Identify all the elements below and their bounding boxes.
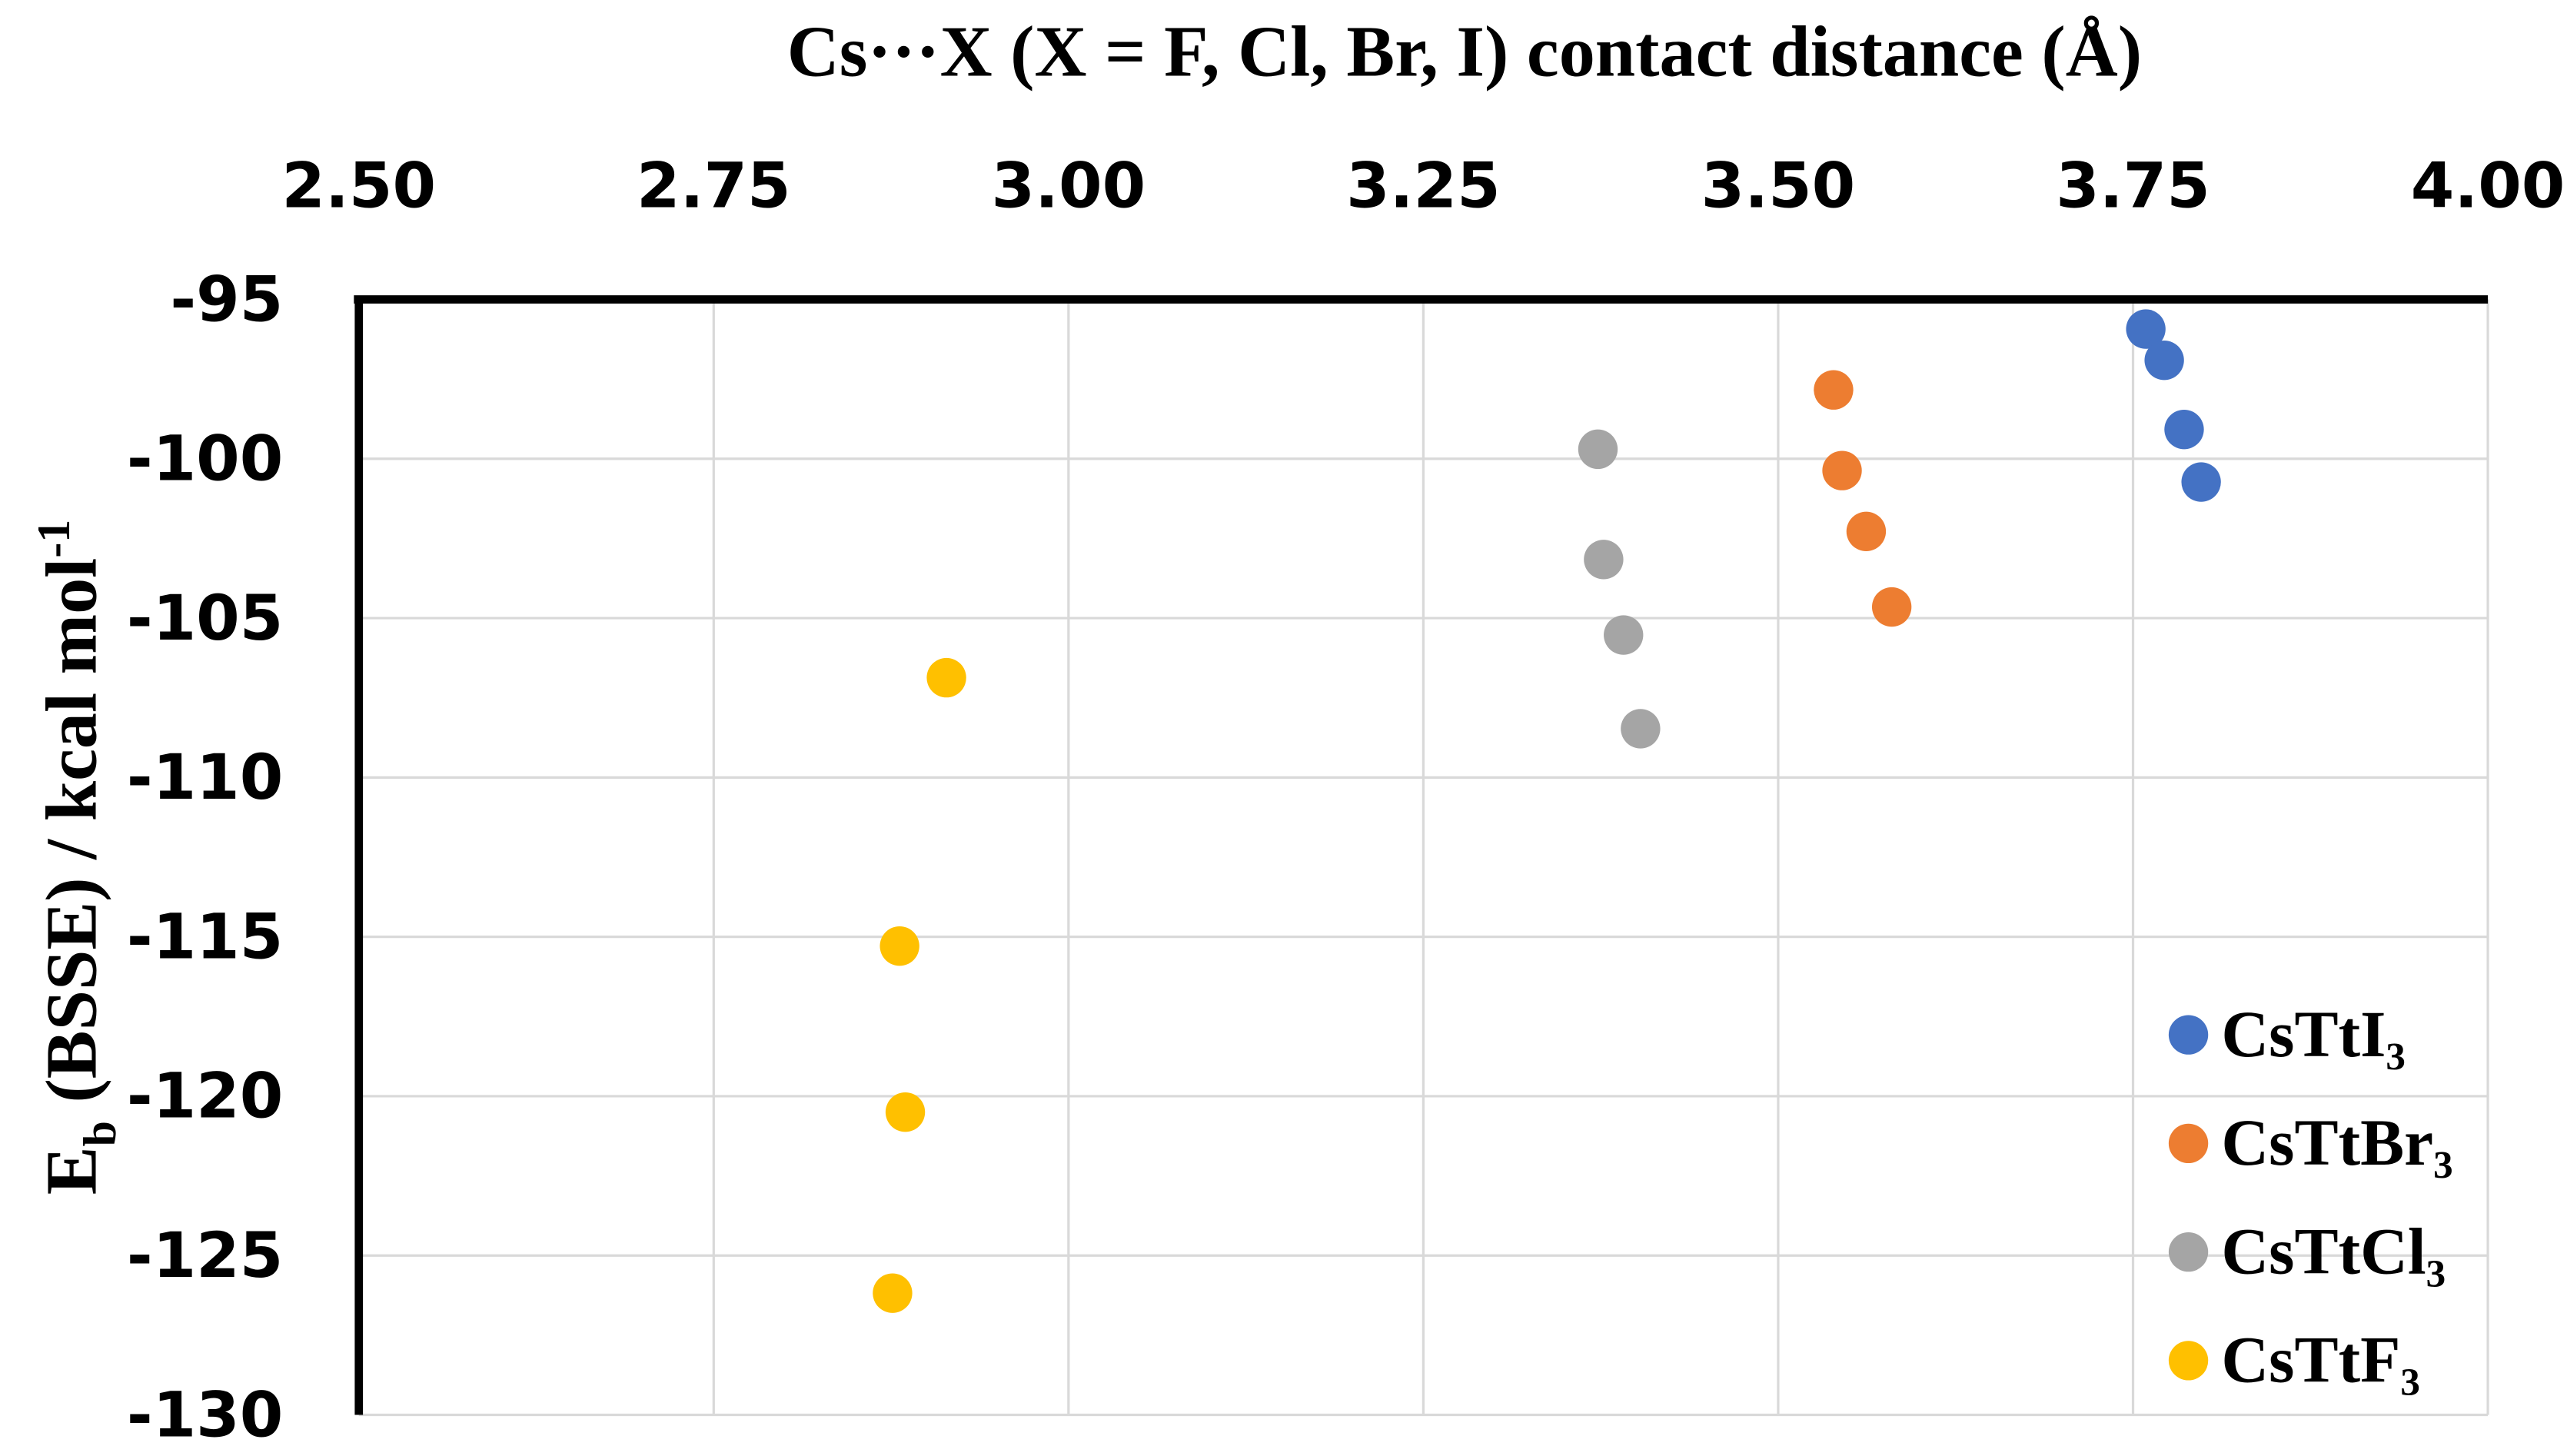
y-axis-label-part: -1 xyxy=(28,520,79,558)
x-tick-label: 3.75 xyxy=(2056,151,2210,223)
legend-marker xyxy=(2168,1015,2209,1055)
point xyxy=(2164,409,2204,450)
x-tick-label: 3.00 xyxy=(992,151,1146,223)
y-axis-label-part: E xyxy=(32,1146,111,1195)
point xyxy=(1846,511,1887,551)
legend-label: CsTtBr₃ xyxy=(2221,1106,2452,1179)
x-tick-label: 2.50 xyxy=(281,151,436,223)
legend-marker xyxy=(2168,1341,2209,1381)
legend-label: CsTtI₃ xyxy=(2221,998,2406,1071)
y-tick-label: -105 xyxy=(127,583,283,655)
point xyxy=(2181,462,2221,502)
y-tick-label: -110 xyxy=(127,742,283,814)
point xyxy=(1814,370,1854,410)
y-tick-label: -125 xyxy=(127,1220,283,1292)
legend-marker xyxy=(2168,1232,2209,1272)
point xyxy=(1584,540,1624,580)
point xyxy=(1822,450,1862,490)
y-tick-label: -95 xyxy=(170,264,283,336)
y-tick-label: -100 xyxy=(127,424,283,496)
point xyxy=(2126,309,2166,349)
y-axis-label: Eb (BSSE) / kcal mol-1 xyxy=(28,520,125,1195)
y-axis-label-part: b xyxy=(75,1121,125,1146)
legend-label: CsTtF₃ xyxy=(2221,1324,2420,1397)
point xyxy=(873,1273,913,1313)
point xyxy=(1871,587,1912,627)
point xyxy=(1621,709,1661,749)
y-tick-label: -120 xyxy=(127,1061,283,1133)
point xyxy=(885,1092,926,1132)
point xyxy=(1604,615,1644,655)
x-tick-label: 2.75 xyxy=(637,151,791,223)
x-tick-label: 3.50 xyxy=(1701,151,1856,223)
x-tick-label: 4.00 xyxy=(2411,151,2565,223)
y-tick-label: -115 xyxy=(127,901,283,973)
y-axis-label-part: (BSSE) / kcal mol xyxy=(32,558,111,1121)
x-axis-label: Cs···X (X = F, Cl, Br, I) contact distan… xyxy=(787,12,2142,91)
x-tick-label: 3.25 xyxy=(1346,151,1501,223)
legend-label: CsTtCl₃ xyxy=(2221,1215,2446,1288)
y-tick-label: -130 xyxy=(127,1379,283,1451)
point xyxy=(2144,341,2184,381)
point xyxy=(879,926,919,966)
point xyxy=(1578,429,1618,470)
legend-marker xyxy=(2168,1123,2209,1164)
point xyxy=(926,657,966,698)
